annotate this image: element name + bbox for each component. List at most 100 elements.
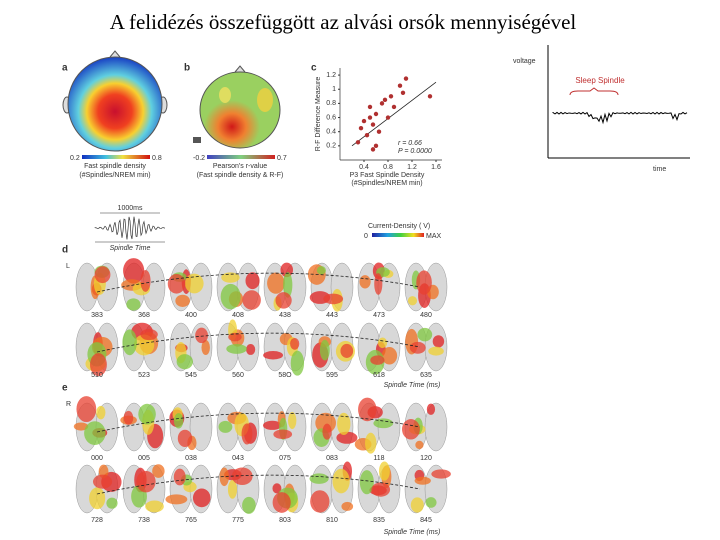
flow-arrow <box>96 474 421 495</box>
head-map-b <box>193 65 281 149</box>
colorbar <box>372 233 424 237</box>
activation <box>371 482 391 497</box>
brain-maps: 383 368 400 408 438 443 473 480 510 523 545 560 58O 5… <box>73 258 451 524</box>
activation <box>220 283 241 310</box>
time-label: 443 <box>326 312 338 319</box>
activation <box>374 273 383 295</box>
activation <box>290 350 305 376</box>
time-label: 510 <box>91 372 103 379</box>
time-label: 043 <box>232 455 244 462</box>
activation <box>287 412 297 429</box>
time-label: 083 <box>326 455 338 462</box>
point <box>382 97 388 103</box>
time-label: 835 <box>373 517 385 524</box>
annotation: Sleep Spindle <box>575 76 625 85</box>
activation <box>106 497 118 509</box>
time-label: 595 <box>326 372 338 379</box>
activation <box>365 432 377 454</box>
activation <box>267 272 285 294</box>
activation <box>341 501 354 511</box>
point <box>397 83 403 88</box>
annotation: P = 0.0000 <box>398 148 432 155</box>
activation <box>228 332 242 342</box>
colorbar-max: 0.8 <box>152 155 162 162</box>
activation <box>175 294 190 307</box>
time-label: 118 <box>373 455 384 462</box>
activation <box>272 492 291 513</box>
activation <box>84 421 106 446</box>
activation <box>167 274 186 294</box>
time-label: 545 <box>185 372 197 379</box>
hemisphere-label: R <box>66 401 71 408</box>
activation <box>195 327 208 344</box>
brain <box>263 322 287 372</box>
time-label: 400 <box>185 312 197 319</box>
x-axis-unit: (#Spindles/NREM min) <box>351 180 422 187</box>
activation <box>370 355 385 365</box>
colorbar-unit: (Fast spindle density & R-F) <box>197 172 284 179</box>
time-label: 775 <box>232 517 244 524</box>
y-tick-label: 0.4 <box>326 129 336 136</box>
brain <box>283 402 307 452</box>
point <box>400 90 406 95</box>
y-tick-label: 0.2 <box>326 143 336 150</box>
colorbar-min: 0.2 <box>70 155 80 162</box>
activation <box>176 354 193 370</box>
spindle-inset <box>94 212 166 243</box>
activation <box>426 403 436 415</box>
activation <box>410 497 424 513</box>
y-axis-label: R-F Difference Measure <box>315 77 322 152</box>
scatter-plot: 0.2 0.4 0.6 0.8 1 1.2 0.4 0.8 1.2 1.6 P3 Fast Spin… <box>315 68 442 187</box>
time-label: 618 <box>373 372 385 379</box>
time-label: 523 <box>138 372 150 379</box>
inset-duration: 1000ms <box>118 205 143 212</box>
flow-arrow <box>96 272 421 293</box>
panel-letter: d <box>62 245 68 256</box>
activation <box>431 469 451 479</box>
activation <box>414 476 431 485</box>
activation <box>340 343 354 358</box>
colorbar-label: Current-Density ( V) <box>368 223 430 230</box>
panel-letter: c <box>311 63 317 74</box>
axis-label: Spindle Time (ms) <box>384 382 441 389</box>
activation <box>92 474 113 489</box>
activation <box>425 497 437 508</box>
panel-letter: b <box>184 63 190 74</box>
time-label: 810 <box>326 517 338 524</box>
y-tick-label: 0.8 <box>326 100 336 107</box>
activation <box>173 468 186 486</box>
activation <box>177 429 193 448</box>
activation <box>319 339 330 361</box>
point <box>391 104 397 110</box>
slide-title: A felidézés összefüggött az alvási orsók… <box>110 10 577 34</box>
activation <box>227 479 238 499</box>
colorbar-min: -0.2 <box>193 155 205 162</box>
activation <box>73 422 89 431</box>
activation <box>140 329 158 341</box>
activation <box>218 420 233 433</box>
y-tick-label: 0.6 <box>326 114 336 121</box>
time-label: 480 <box>420 312 432 319</box>
activation <box>359 275 371 289</box>
activation <box>263 420 282 430</box>
point <box>379 101 385 106</box>
brain <box>424 402 448 452</box>
colorbar-min: 0 <box>364 233 368 240</box>
panel-letter: a <box>62 63 68 74</box>
activation <box>242 496 256 514</box>
activation <box>381 347 398 365</box>
point <box>367 115 373 120</box>
activation <box>323 293 344 305</box>
point <box>358 125 364 131</box>
activation <box>263 350 284 360</box>
point <box>355 140 361 145</box>
activation <box>89 487 106 510</box>
activation <box>241 423 253 445</box>
fit-line <box>351 81 437 147</box>
time-label: 473 <box>373 312 385 319</box>
time-label: 075 <box>279 455 291 462</box>
activation <box>231 467 253 486</box>
activation <box>192 488 211 508</box>
time-label: 845 <box>420 517 432 524</box>
